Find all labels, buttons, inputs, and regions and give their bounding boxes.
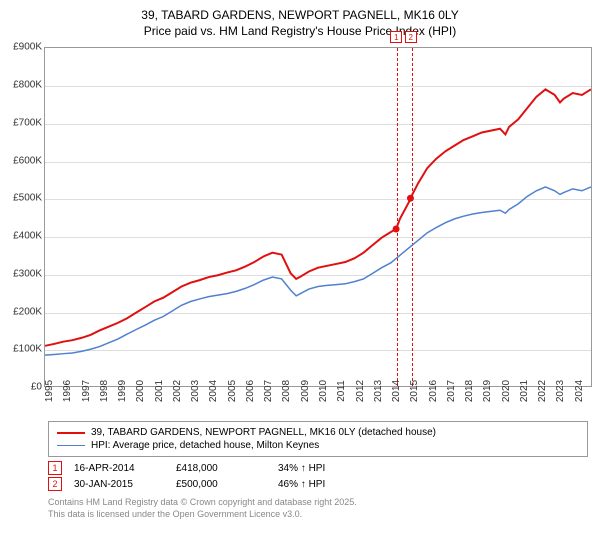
sale-row: 1 16-APR-2014 £418,000 34% ↑ HPI — [48, 461, 588, 475]
x-axis-label: 2006 — [245, 380, 256, 402]
legend-swatch-1 — [57, 432, 85, 434]
legend-item-2: HPI: Average price, detached house, Milt… — [57, 439, 579, 452]
y-axis-label: £900K — [13, 42, 42, 53]
y-axis-label: £200K — [13, 306, 42, 317]
x-axis-label: 2022 — [537, 380, 548, 402]
x-axis-label: 2020 — [501, 380, 512, 402]
y-axis-label: £100K — [13, 344, 42, 355]
x-axis-label: 2021 — [519, 380, 530, 402]
footer: Contains HM Land Registry data © Crown c… — [48, 497, 588, 520]
chart-title: 39, TABARD GARDENS, NEWPORT PAGNELL, MK1… — [4, 8, 596, 39]
y-axis-label: £800K — [13, 79, 42, 90]
sale-pct: 34% ↑ HPI — [278, 463, 368, 474]
x-axis-label: 2002 — [172, 380, 183, 402]
x-axis-label: 1998 — [99, 380, 110, 402]
x-axis-label: 2000 — [135, 380, 146, 402]
x-axis-label: 1996 — [62, 380, 73, 402]
x-axis-label: 2001 — [154, 380, 165, 402]
x-axis-label: 2004 — [208, 380, 219, 402]
x-axis-label: 2005 — [227, 380, 238, 402]
sale-price: £500,000 — [176, 479, 266, 490]
y-axis-label: £0 — [31, 382, 42, 393]
chart-area: £0 £100K £200K £300K £400K £500K £600K £700K £80… — [4, 47, 596, 417]
sale-marker: 2 — [48, 477, 62, 491]
footer-line1: Contains HM Land Registry data © Crown c… — [48, 497, 588, 509]
legend-label-1: 39, TABARD GARDENS, NEWPORT PAGNELL, MK1… — [91, 427, 436, 438]
x-axis-label: 2011 — [336, 380, 347, 402]
sale-vlabel: 1 — [390, 31, 402, 43]
plot-region — [44, 47, 592, 387]
x-axis-label: 2003 — [190, 380, 201, 402]
x-axis-label: 1997 — [81, 380, 92, 402]
footer-line2: This data is licensed under the Open Gov… — [48, 509, 588, 521]
y-axis-label: £700K — [13, 117, 42, 128]
legend-label-2: HPI: Average price, detached house, Milt… — [91, 440, 319, 451]
x-axis-label: 2024 — [574, 380, 585, 402]
sale-pct: 46% ↑ HPI — [278, 479, 368, 490]
sale-price: £418,000 — [176, 463, 266, 474]
legend-swatch-2 — [57, 445, 85, 446]
x-axis-label: 2007 — [263, 380, 274, 402]
series-line — [45, 90, 591, 346]
title-line2: Price paid vs. HM Land Registry's House … — [4, 24, 596, 40]
y-axis-label: £500K — [13, 193, 42, 204]
x-axis-label: 2019 — [482, 380, 493, 402]
series-line — [45, 187, 591, 355]
legend: 39, TABARD GARDENS, NEWPORT PAGNELL, MK1… — [48, 421, 588, 457]
x-axis-label: 2014 — [391, 380, 402, 402]
x-axis-label: 2010 — [318, 380, 329, 402]
sale-dot — [407, 195, 414, 202]
sale-date: 16-APR-2014 — [74, 463, 164, 474]
x-axis-label: 2017 — [446, 380, 457, 402]
x-axis-label: 1995 — [44, 380, 55, 402]
x-axis-label: 2008 — [281, 380, 292, 402]
x-axis-label: 2023 — [555, 380, 566, 402]
sale-date: 30-JAN-2015 — [74, 479, 164, 490]
x-axis-label: 2015 — [409, 380, 420, 402]
x-axis-label: 2018 — [464, 380, 475, 402]
x-axis-label: 2013 — [373, 380, 384, 402]
title-line1: 39, TABARD GARDENS, NEWPORT PAGNELL, MK1… — [4, 8, 596, 24]
x-axis-label: 2012 — [355, 380, 366, 402]
y-axis-label: £600K — [13, 155, 42, 166]
y-axis-label: £400K — [13, 231, 42, 242]
x-axis-label: 2016 — [428, 380, 439, 402]
sale-marker: 1 — [48, 461, 62, 475]
legend-item-1: 39, TABARD GARDENS, NEWPORT PAGNELL, MK1… — [57, 426, 579, 439]
sale-dot — [393, 226, 400, 233]
x-axis-label: 2009 — [300, 380, 311, 402]
sale-row: 2 30-JAN-2015 £500,000 46% ↑ HPI — [48, 477, 588, 491]
sale-vlabel: 2 — [405, 31, 417, 43]
y-axis-label: £300K — [13, 268, 42, 279]
x-axis-label: 1999 — [117, 380, 128, 402]
